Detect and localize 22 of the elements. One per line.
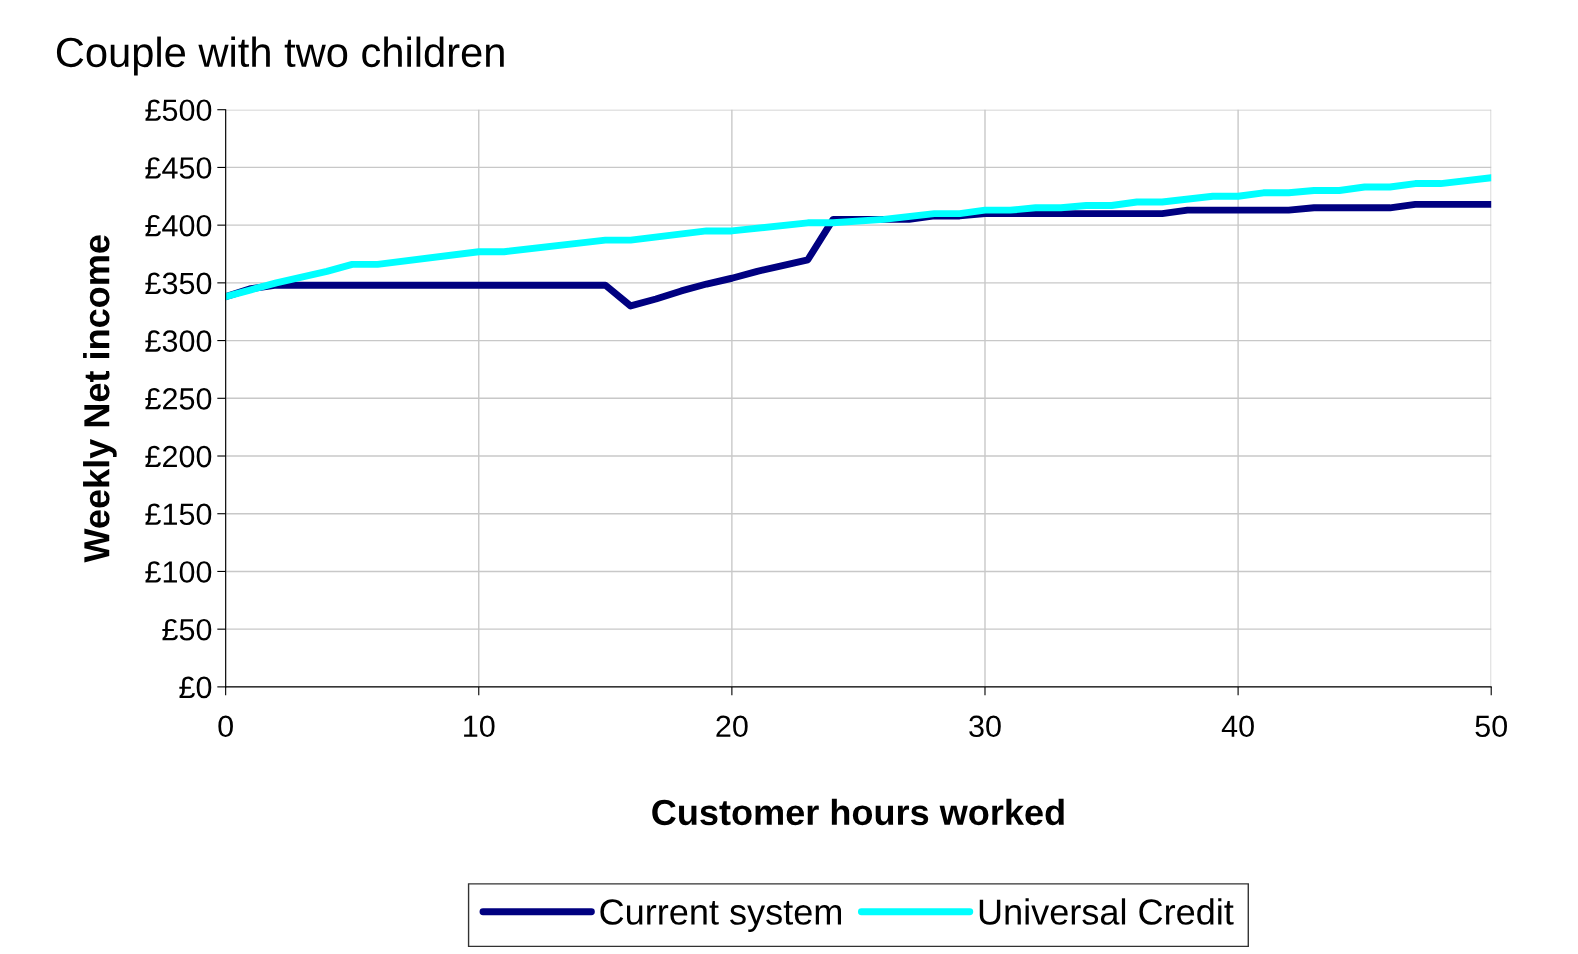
y-tick-label: £0 (179, 676, 212, 699)
y-tick-label: £100 (145, 561, 212, 583)
y-tick-label: £300 (145, 330, 212, 352)
y-tick-label: £350 (145, 272, 212, 295)
y-tick-label: £450 (145, 157, 212, 179)
chart-title: Couple with two children (56, 36, 504, 76)
y-axis-title: Weekly Net income (83, 235, 117, 563)
y-tick-label: £250 (145, 388, 212, 410)
x-tick-label: 30 (969, 715, 1001, 738)
legend-label: Current system (600, 899, 841, 932)
x-tick-label: 0 (218, 715, 233, 738)
y-tick-label: £400 (145, 214, 212, 237)
y-tick-label: £200 (145, 445, 212, 468)
y-tick-label: £50 (162, 618, 212, 641)
x-tick-label: 40 (1221, 715, 1254, 738)
x-tick-label: 20 (716, 715, 748, 738)
y-tick-label: £500 (145, 99, 212, 122)
y-tick-label: £150 (145, 503, 212, 526)
x-tick-label: 10 (464, 715, 495, 738)
legend-label: Universal Credit (979, 898, 1234, 925)
x-tick-label: 50 (1475, 715, 1508, 738)
x-axis-title: Customer hours worked (652, 798, 1064, 826)
